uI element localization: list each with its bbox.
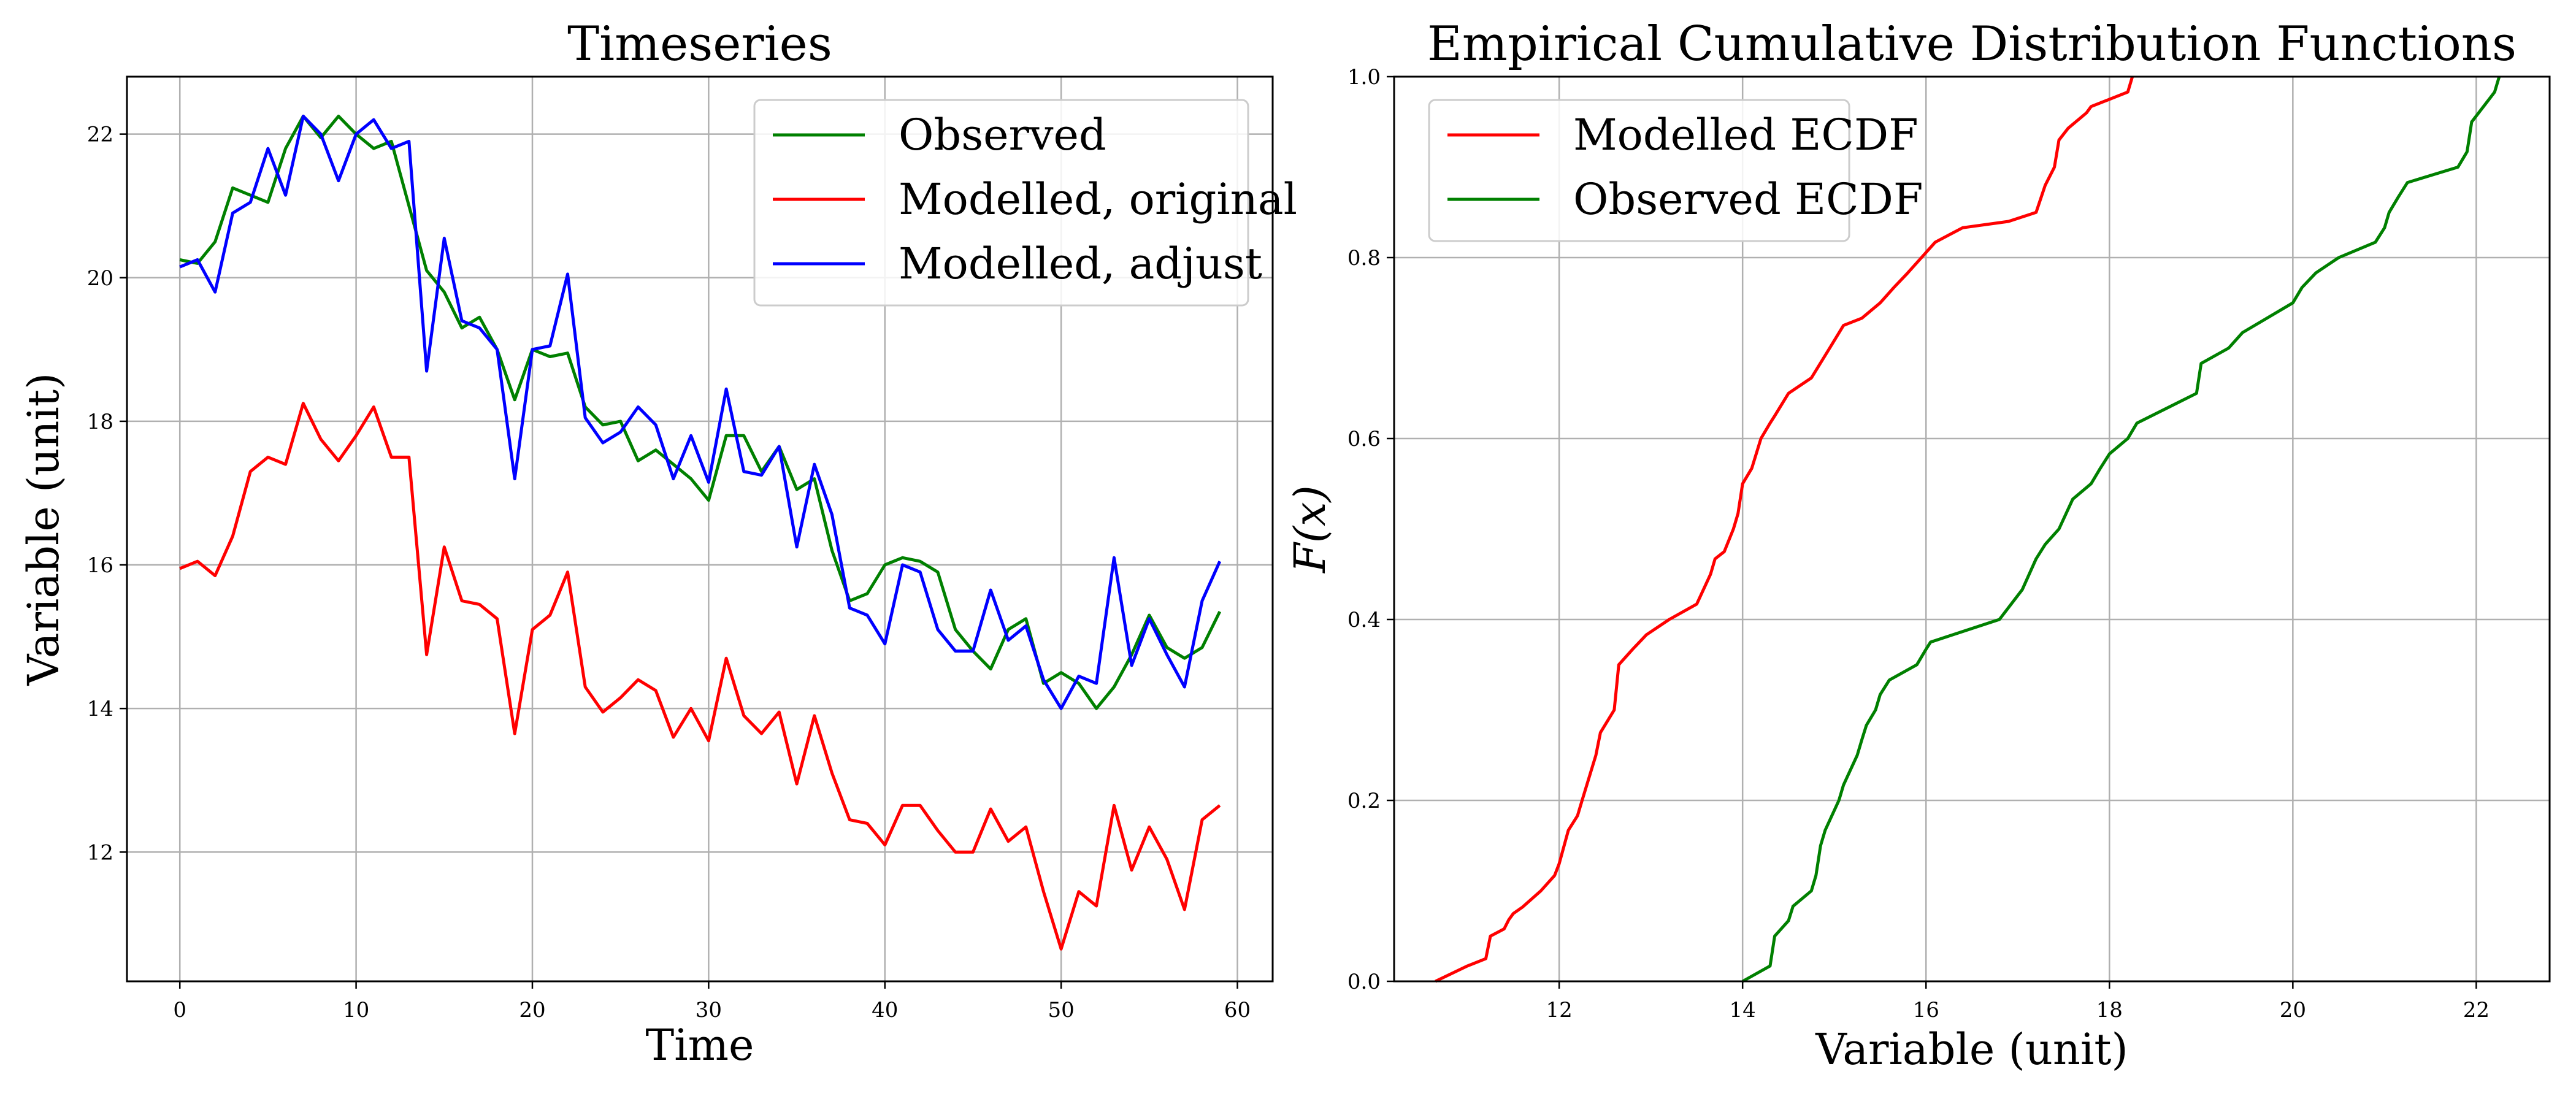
timeseries-ticks: 0 10 20 30 40 50 60 12 14 16 18 20 22 [87,123,1251,1022]
timeseries-grid [127,77,1273,981]
timeseries-lines [179,114,1222,951]
y-tick-label: 20 [87,266,113,291]
ecdf-title: Empirical Cumulative Distribution Functi… [1427,17,2517,72]
x-tick-label: 20 [2280,998,2306,1022]
ecdf-panel: 12 14 16 18 20 22 0.0 0.2 0.4 0.6 0.8 1.0 Empirical… [1285,17,2551,1075]
legend-entry-label: Modelled, adjust [899,239,1262,289]
x-tick-label: 60 [1224,998,1251,1022]
x-tick-label: 12 [1546,998,1573,1022]
x-tick-label: 0 [173,998,186,1022]
ecdf-ticks: 12 14 16 18 20 22 0.0 0.2 0.4 0.6 0.8 1.0 [1347,65,2490,1022]
series-line-1 [179,114,1222,710]
ecdf-lines [1435,76,2501,983]
legend-entry-label: Modelled ECDF [1573,110,1919,160]
ecdf-x-axis-label: Variable (unit) [1815,1024,2128,1075]
timeseries-legend: Observed Modelled, original Modelled, adju… [753,99,1297,307]
x-tick-label: 16 [1913,998,1939,1022]
y-tick-label: 14 [87,697,113,721]
timeseries-y-axis-label: Variable (unit) [18,373,69,686]
y-tick-label: 0.0 [1347,970,1381,994]
y-tick-label: 1.0 [1347,65,1381,90]
y-tick-label: 0.8 [1347,246,1381,270]
x-tick-label: 30 [696,998,722,1022]
x-tick-label: 50 [1048,998,1075,1022]
y-tick-label: 0.6 [1347,427,1381,451]
legend-entry-label: Observed ECDF [1573,174,1923,224]
timeseries-panel: 0 10 20 30 40 50 60 12 14 16 18 20 22 Timeseries Tim… [18,17,1297,1070]
legend-entry-label: Observed [899,110,1106,160]
y-tick-label: 12 [87,840,113,865]
x-tick-label: 10 [343,998,369,1022]
y-tick-label: 0.4 [1347,608,1381,632]
legend-entry-label: Modelled, original [899,174,1297,224]
series-line-1 [1435,76,2134,983]
timeseries-title: Timeseries [567,17,832,72]
ecdf-axes-frame [1393,75,2551,983]
y-tick-label: 18 [87,410,113,434]
series-line-2 [179,402,1221,951]
series-line-2 [1741,76,2501,983]
legend-box [753,99,1249,307]
timeseries-axes-frame [126,75,1274,983]
ecdf-y-axis-label: F(x) [1285,485,1335,574]
x-tick-label: 14 [1730,998,1756,1022]
x-tick-label: 20 [519,998,545,1022]
y-tick-label: 0.2 [1347,789,1381,813]
x-tick-label: 22 [2463,998,2490,1022]
y-tick-label: 22 [87,123,113,147]
y-tick-label: 16 [87,553,113,578]
ecdf-legend: Modelled ECDF Observed ECDF [1428,99,1923,242]
x-tick-label: 40 [872,998,898,1022]
x-tick-label: 18 [2096,998,2123,1022]
series-line-3 [179,114,1222,710]
timeseries-x-axis-label: Time [646,1020,754,1070]
